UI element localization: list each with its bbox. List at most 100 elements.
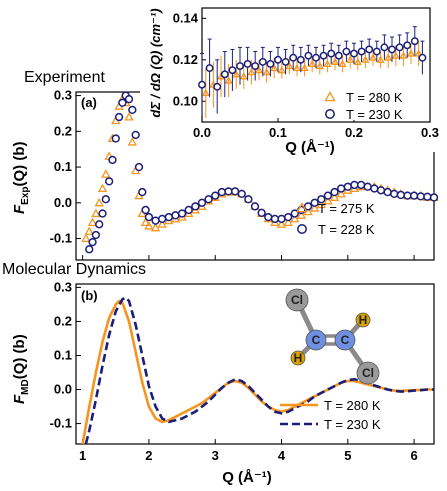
data-point-280k (330, 57, 340, 65)
data-point-228k (128, 105, 137, 115)
data-point-228k (111, 134, 120, 143)
data-point-228k (403, 191, 412, 200)
data-point-228k (141, 205, 150, 215)
x-tick-label: 6 (410, 448, 417, 463)
data-point-230k (357, 47, 366, 56)
data-point-280k (239, 72, 248, 80)
data-point-228k (204, 195, 213, 204)
data-point-228k (184, 205, 193, 215)
data-point-275k (101, 169, 111, 178)
plot-frame (75, 283, 435, 445)
legend-marker-280k (324, 91, 336, 102)
carbon-atom-label: C (312, 333, 321, 347)
data-point-280k (368, 53, 378, 61)
data-point-275k (309, 203, 320, 212)
data-point-228k (303, 202, 313, 211)
x-axis-label: Q (Å⁻¹) (222, 469, 272, 486)
data-point-228k (131, 130, 140, 140)
data-point-280k (308, 59, 317, 68)
carbon-atom-label: C (341, 333, 350, 347)
data-point-228k (337, 184, 346, 193)
data-point-228k (211, 191, 220, 200)
inset-background (140, 2, 440, 152)
hydrogen-atom (290, 350, 306, 366)
y-tick-label: 0.3 (54, 279, 72, 294)
legend-label-230k: T = 230 K (346, 107, 403, 122)
data-point-228k (85, 245, 94, 254)
data-point-275k (150, 222, 161, 232)
data-point-230k (418, 53, 427, 62)
data-point-275k (127, 137, 138, 146)
data-point-230k (296, 55, 305, 64)
y-tick-label: -0.1 (50, 416, 72, 431)
data-point-228k (244, 195, 253, 204)
data-point-228k (177, 209, 187, 218)
experiment-plot: -0.1 0.0 0.1 0.2 0.3 (a) FExp(Q) (b) T = 275 K T… (11, 88, 439, 261)
data-point-230k (410, 37, 419, 46)
data-point-280k (346, 55, 355, 63)
data-point-280k (391, 51, 400, 59)
data-point-275k (81, 233, 91, 243)
data-point-230k (327, 49, 336, 58)
legend-marker-230k (325, 109, 335, 119)
data-point-230k (342, 47, 351, 56)
data-point-228k (363, 182, 372, 191)
data-point-228k (343, 182, 352, 191)
carbon-atom (334, 329, 356, 351)
data-point-230k (243, 60, 252, 68)
data-point-230k (334, 51, 343, 60)
legend-label-275k: T = 275 K (318, 201, 375, 216)
data-point-228k (138, 187, 147, 197)
data-point-280k (232, 69, 241, 78)
data-point-228k (323, 191, 333, 200)
data-point-228k (270, 214, 280, 224)
data-point-280k (384, 53, 393, 61)
data-point-280k (254, 65, 264, 74)
inset-y-tick-label: 0.14 (173, 10, 199, 25)
data-point-228k (197, 198, 207, 207)
data-point-228k (396, 190, 406, 200)
data-point-280k (201, 88, 210, 97)
y-tick-label: 0.3 (54, 88, 72, 103)
x-tick-label: 3 (212, 448, 219, 463)
data-point-275k (316, 199, 327, 209)
data-point-230k (281, 57, 290, 66)
inset-y-tick-label: 0.10 (173, 93, 198, 108)
data-point-275k (157, 219, 167, 228)
data-point-230k (319, 51, 328, 60)
x-tick-label: 5 (344, 448, 351, 463)
data-point-275k (336, 188, 346, 198)
y-tick-label: 0.2 (54, 123, 72, 138)
inset-y-tick-label: 0.12 (173, 52, 198, 67)
legend-label-228k: T = 228 K (318, 222, 375, 237)
data-point-275k (140, 217, 151, 226)
data-point-228k (164, 212, 173, 222)
y-tick-label: 0.1 (54, 159, 72, 174)
data-point-228k (124, 94, 134, 104)
data-point-230k (274, 55, 282, 64)
data-point-230k (289, 53, 298, 62)
y-axis-label: FExp(Q) (b) (11, 142, 31, 215)
data-point-228k (108, 155, 117, 165)
data-point-228k (350, 180, 359, 190)
chlorine-atom-label: Cl (291, 293, 303, 307)
data-point-280k (285, 61, 294, 70)
data-point-228k (118, 98, 127, 107)
data-point-228k (95, 220, 104, 229)
x-tick-label: 1 (79, 448, 86, 463)
data-point-228k (277, 214, 286, 224)
data-point-228k (151, 216, 160, 225)
data-point-228k (283, 212, 293, 222)
data-point-275k (94, 197, 104, 207)
data-point-230k (220, 70, 229, 79)
data-point-280k (353, 57, 362, 65)
data-point-228k (356, 180, 366, 190)
data-point-228k (171, 211, 180, 220)
inset-plot: 0.10 0.12 0.14 0.0 0.1 0.2 0.3 T = 280 K T = 230… (140, 2, 440, 156)
data-point-280k (315, 61, 324, 70)
md-heading: Molecular Dynamics (2, 261, 146, 278)
data-point-275k (323, 196, 333, 205)
data-point-228k (383, 187, 392, 197)
